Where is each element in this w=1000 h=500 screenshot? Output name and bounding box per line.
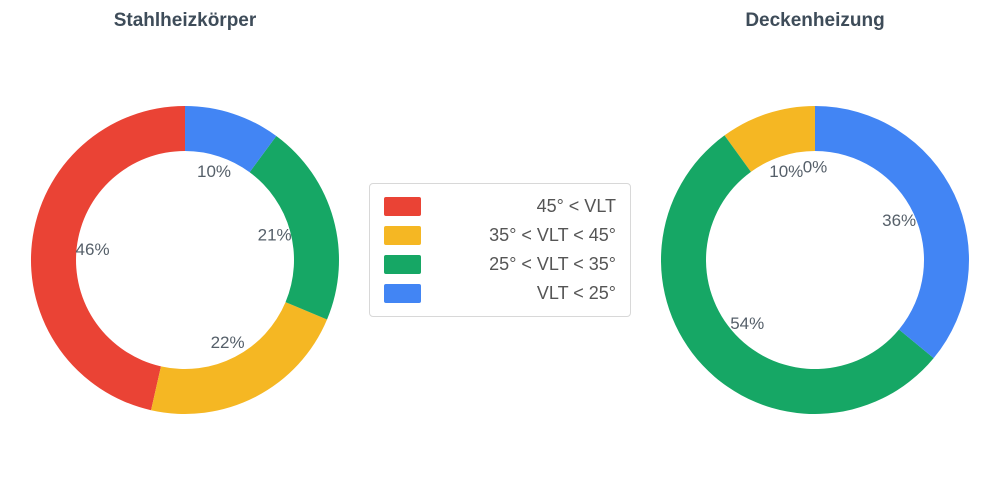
chart-title-stahlheizkoerper: Stahlheizkörper xyxy=(113,10,257,31)
legend-label: VLT < 25° xyxy=(536,283,616,303)
percent-label: 0% xyxy=(803,158,828,177)
donut-chart-stahlheizkoerper: 46% 22% 21% 10% xyxy=(30,106,339,415)
percent-label: 54% xyxy=(730,314,764,333)
percent-label: 21% xyxy=(258,226,292,245)
legend-label: 45° < VLT xyxy=(536,196,616,216)
legend-swatch-green xyxy=(384,255,421,274)
chart-title-deckenheizung: Deckenheizung xyxy=(745,10,885,31)
legend-label: 35° < VLT < 45° xyxy=(489,225,616,245)
legend-item: 25° < VLT < 35° xyxy=(384,250,616,279)
legend-label: 25° < VLT < 35° xyxy=(489,254,616,274)
legend-item: 35° < VLT < 45° xyxy=(384,221,616,250)
legend-item: VLT < 25° xyxy=(384,279,616,308)
legend-swatch-red xyxy=(384,197,421,216)
donut-segment xyxy=(151,302,328,415)
legend-item: 45° < VLT xyxy=(384,192,616,221)
donut-chart-deckenheizung: 0%10% 54% 36% xyxy=(661,106,969,414)
donut-segment xyxy=(815,106,969,359)
donut-segment xyxy=(185,106,277,173)
legend-swatch-blue xyxy=(384,284,421,303)
percent-label: 10% xyxy=(197,162,231,181)
percent-label: 22% xyxy=(211,333,245,352)
donut-segment xyxy=(661,135,934,414)
legend: 45° < VLT 35° < VLT < 45° 25° < VLT < 35… xyxy=(369,183,631,317)
percent-label: 36% xyxy=(882,211,916,230)
legend-swatch-yellow xyxy=(384,226,421,245)
donut-segment xyxy=(249,135,339,320)
percent-label: 46% xyxy=(76,240,110,259)
percent-label: 10% xyxy=(769,162,803,181)
donut-segment xyxy=(724,106,815,172)
donut-segment xyxy=(30,106,186,411)
